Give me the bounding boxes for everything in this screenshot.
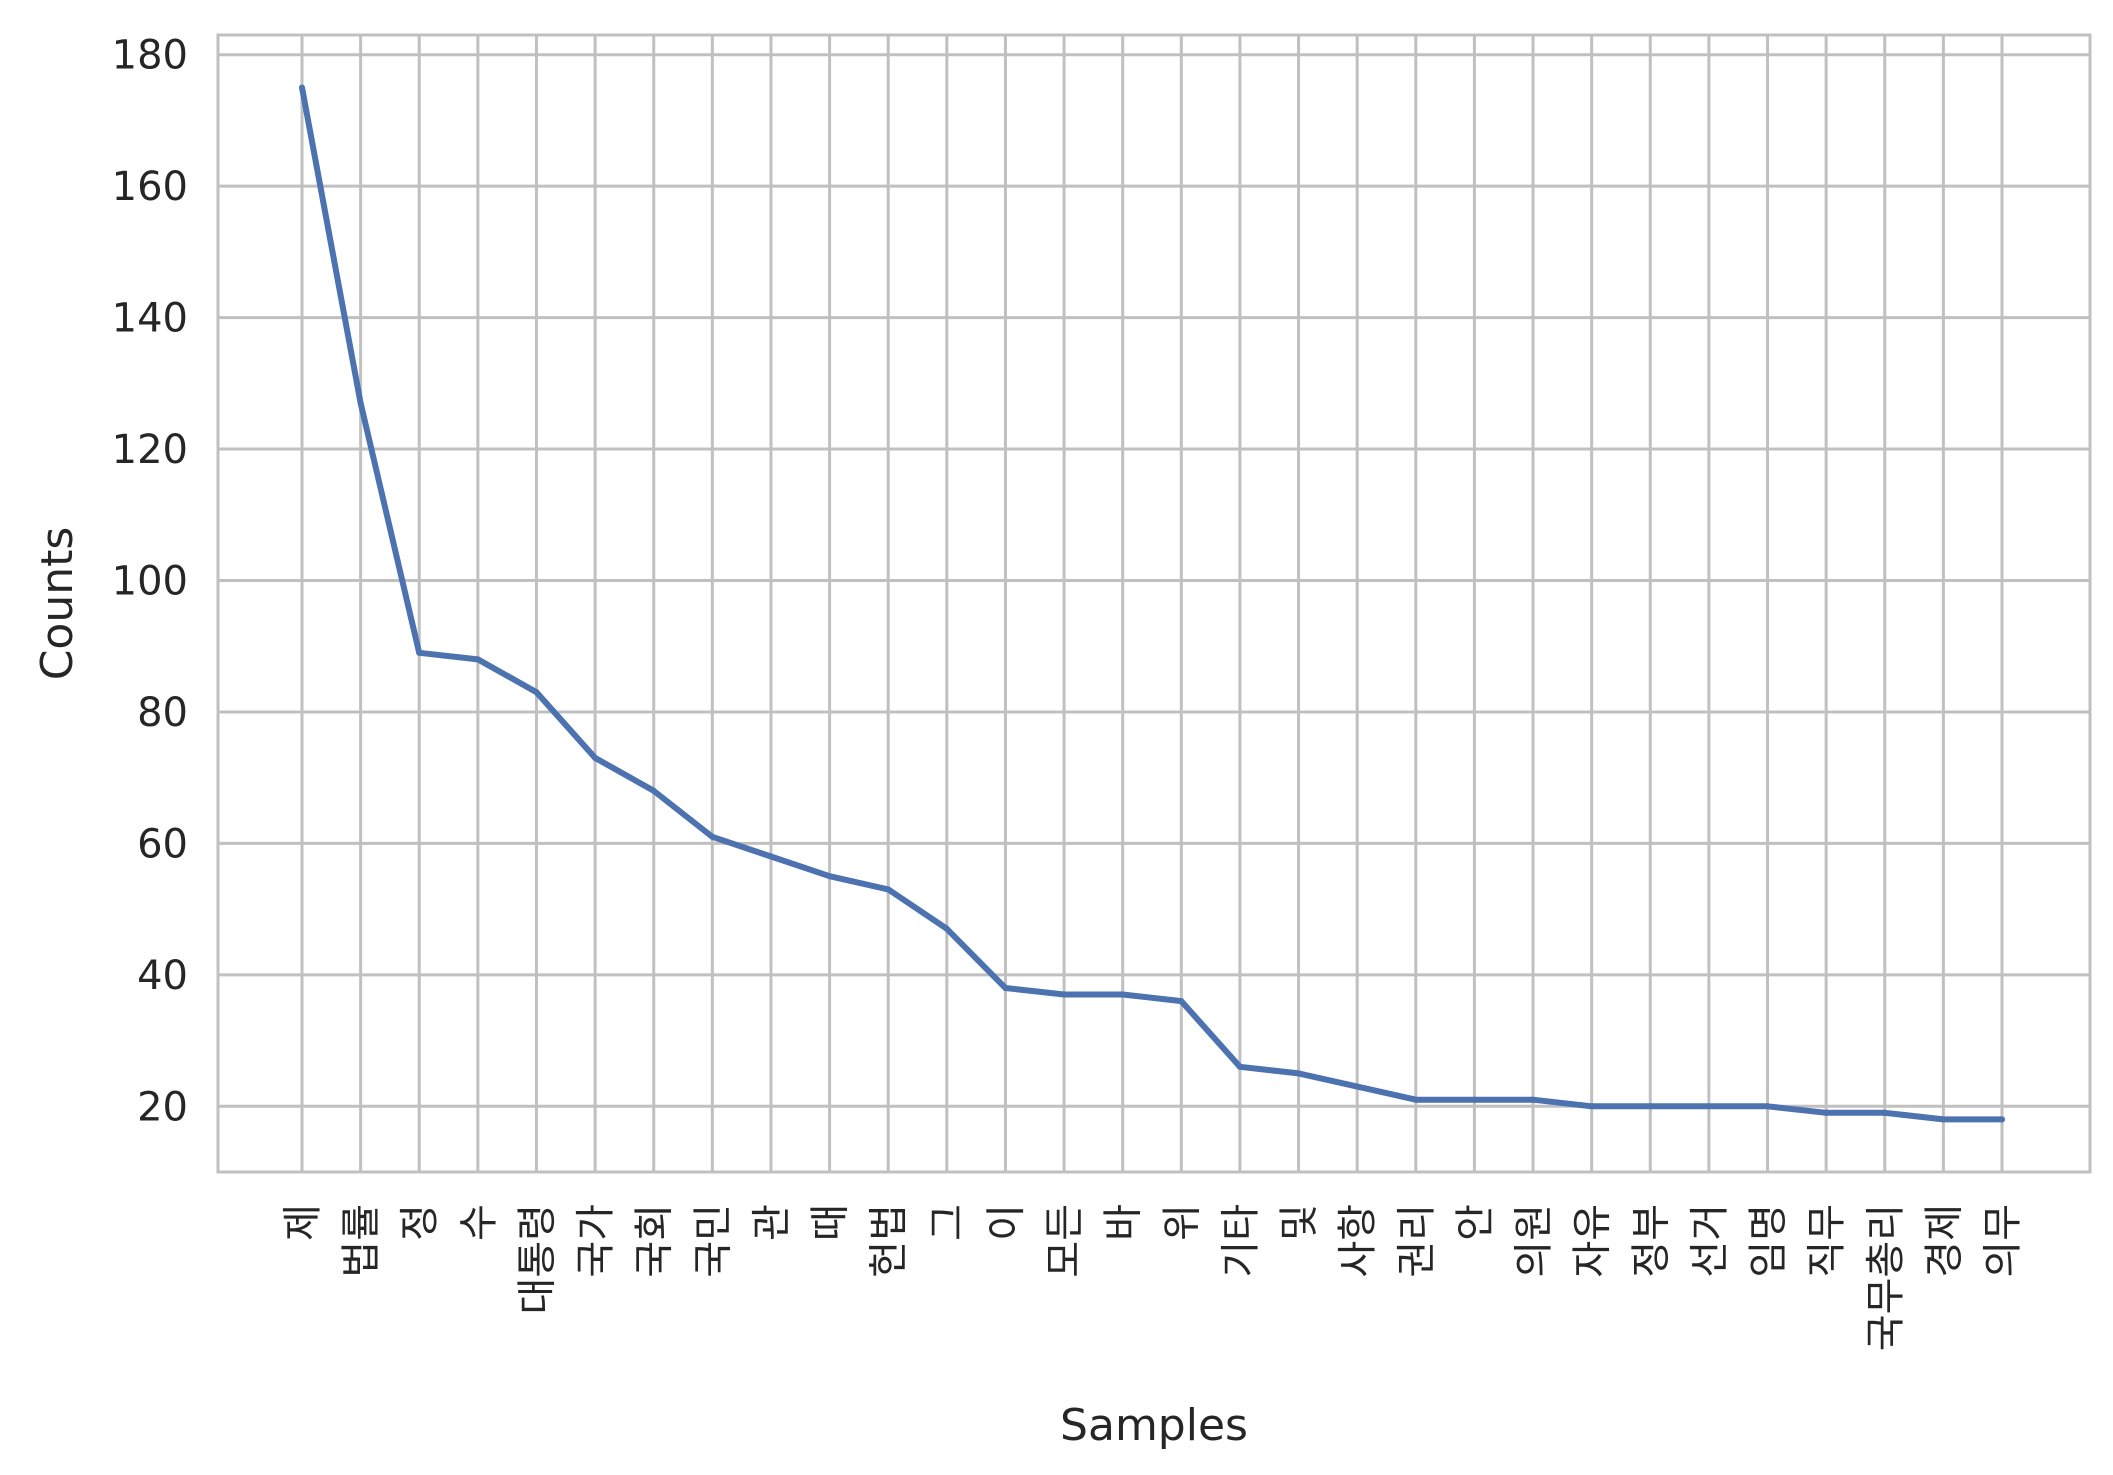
y-tick-label-60: 60: [137, 821, 188, 867]
y-axis-label: Counts: [32, 527, 83, 681]
data-point-19: [1412, 1096, 1419, 1103]
x-tick-label-23: 정부: [1628, 1204, 1674, 1278]
data-point-20: [1471, 1096, 1478, 1103]
x-tick-label-17: 및: [1277, 1204, 1323, 1241]
y-tick-label-180: 180: [112, 33, 188, 79]
x-tick-label-15: 위: [1159, 1204, 1205, 1241]
x-tick-label-7: 국민: [690, 1204, 736, 1278]
x-tick-label-28: 경제: [1921, 1204, 1967, 1278]
data-point-4: [533, 689, 540, 696]
data-point-23: [1647, 1103, 1654, 1110]
data-point-13: [1061, 991, 1068, 998]
data-point-0: [299, 84, 305, 91]
y-tick-label-80: 80: [137, 690, 188, 736]
data-point-12: [1002, 984, 1009, 991]
data-point-6: [650, 787, 657, 794]
data-point-17: [1295, 1070, 1302, 1077]
x-tick-label-0: 제: [280, 1204, 326, 1241]
x-tick-label-5: 국가: [573, 1204, 619, 1278]
x-tick-label-12: 이: [983, 1204, 1029, 1241]
x-axis-label: Samples: [1060, 1400, 1248, 1451]
data-point-14: [1119, 991, 1126, 998]
data-point-26: [1823, 1109, 1830, 1116]
x-tick-label-13: 모든: [1042, 1204, 1088, 1278]
data-point-16: [1236, 1063, 1243, 1070]
x-gridlines: [300, 35, 2004, 1172]
y-tick-label-160: 160: [112, 164, 188, 210]
data-point-28: [1940, 1116, 1947, 1123]
x-tick-label-25: 임명: [1746, 1204, 1792, 1278]
data-point-15: [1178, 998, 1185, 1005]
data-point-25: [1764, 1103, 1771, 1110]
x-tick-label-22: 자유: [1570, 1204, 1616, 1278]
data-point-2: [416, 649, 423, 656]
x-tick-labels: 제 법률 정 수 대통령 국가 국회 국민 관 때 헌법 그 이 모든 바 위 기타 및 사항 권리 안 의원 자유 정부 선거…: [280, 1204, 2026, 1351]
y-tick-label-20: 20: [137, 1084, 188, 1130]
x-tick-label-18: 사항: [1335, 1204, 1381, 1278]
plot-frame: [216, 33, 2092, 1174]
data-point-21: [1530, 1096, 1537, 1103]
x-tick-label-16: 기타: [1218, 1204, 1264, 1278]
data-point-18: [1354, 1083, 1361, 1090]
x-tick-label-20: 안: [1452, 1204, 1498, 1241]
x-tick-label-14: 바: [1101, 1204, 1147, 1241]
series-line-0: [299, 84, 2005, 1123]
data-point-8: [767, 853, 774, 860]
data-point-24: [1705, 1103, 1712, 1110]
x-tick-label-21: 의원: [1511, 1204, 1557, 1278]
x-tick-label-6: 국회: [632, 1204, 678, 1278]
data-point-22: [1588, 1103, 1595, 1110]
x-tick-label-29: 의무: [1980, 1204, 2026, 1278]
x-tick-label-11: 그: [925, 1204, 971, 1241]
x-tick-label-1: 법률: [339, 1204, 385, 1278]
data-point-27: [1881, 1109, 1888, 1116]
x-tick-label-2: 정: [397, 1204, 443, 1241]
data-point-3: [474, 656, 481, 663]
x-tick-label-10: 헌법: [866, 1204, 912, 1278]
x-tick-label-24: 선거: [1687, 1204, 1733, 1278]
x-tick-label-19: 권리: [1394, 1204, 1440, 1278]
y-tick-label-140: 140: [112, 296, 188, 342]
data-point-5: [592, 754, 599, 761]
y-gridlines: [218, 53, 2090, 1108]
data-point-1: [357, 400, 364, 407]
x-tick-label-3: 수: [456, 1204, 502, 1241]
y-tick-label-120: 120: [112, 427, 188, 473]
x-tick-label-26: 직무: [1804, 1204, 1850, 1278]
data-point-10: [885, 886, 892, 893]
data-point-29: [1999, 1116, 2005, 1123]
x-tick-label-9: 때: [808, 1204, 854, 1241]
y-tick-labels: 20 40 60 80 100 120 140 160 180: [112, 33, 188, 1131]
data-point-11: [943, 925, 950, 932]
x-tick-label-27: 국무총리: [1863, 1204, 1909, 1351]
y-tick-label-40: 40: [137, 953, 188, 999]
x-tick-label-4: 대통령: [514, 1204, 560, 1314]
x-tick-label-8: 관: [749, 1204, 795, 1241]
series-layer: [299, 84, 2005, 1123]
y-tick-label-100: 100: [112, 558, 188, 604]
data-point-7: [709, 833, 716, 840]
data-point-9: [826, 873, 833, 880]
